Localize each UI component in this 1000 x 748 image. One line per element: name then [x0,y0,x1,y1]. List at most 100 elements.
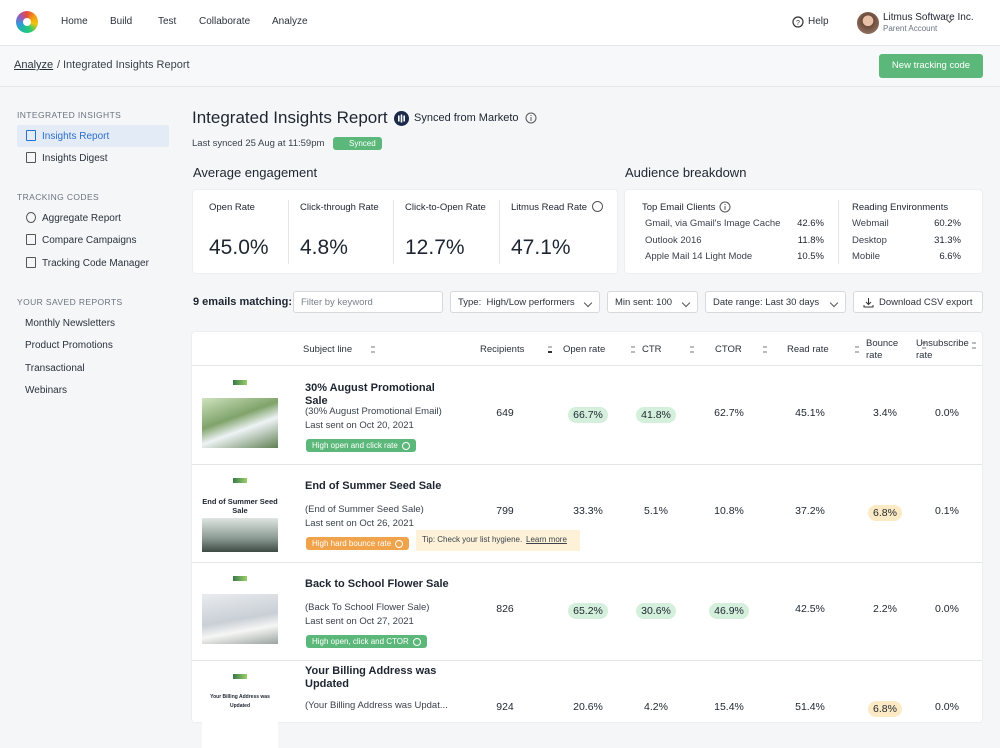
audience-divider [838,200,839,264]
sort-icon [972,342,976,349]
metric-cell: 10.8% [689,505,769,517]
sort-icon [763,346,767,353]
new-tracking-button[interactable]: New tracking code [879,54,983,78]
sidebar-item[interactable]: Webinars [25,384,68,396]
column-header[interactable]: Bounce rate [866,338,899,361]
column-header[interactable]: Read rate [787,344,829,355]
min-sent-label: Min sent: 100 [615,297,673,308]
account-name[interactable]: Litmus Software Inc. [883,12,974,23]
logo-center [23,18,31,26]
sidebar-icon [26,234,36,246]
column-header[interactable]: CTOR [715,344,742,355]
info-icon[interactable] [719,201,731,213]
metric-cell: 65.2% [548,603,628,619]
row-rule [192,562,982,563]
date-range-label: Date range: Last 30 days [713,297,820,308]
column-header[interactable]: CTR [642,344,662,355]
audience-value: 31.3% [934,234,961,246]
info-icon[interactable] [525,112,537,124]
column-header[interactable]: Recipients [480,344,525,355]
cell-value: 2.2% [873,603,897,615]
page-title: Integrated Insights Report [192,108,388,127]
sidebar-item[interactable]: Monthly Newsletters [25,318,116,329]
audience-value: 11.8% [797,234,824,246]
engagement-title: Average engagement [193,165,318,180]
metric-cell: 46.9% [689,603,769,619]
metric-cell: 826 [465,603,545,615]
info-icon[interactable] [592,201,603,212]
badge-icon [395,540,403,548]
preheader: (End of Summer Seed Sale) [305,504,424,515]
email-title[interactable]: Back to School Flower Sale [305,578,449,590]
cell-value: 15.4% [714,701,744,713]
breadcrumb-bar: Analyze / Integrated Insights Report New… [0,46,1000,87]
column-header[interactable]: Subject line [303,344,353,355]
nav-item[interactable]: Build [110,16,133,27]
metric-cell: 0.0% [907,603,987,615]
metric-cell: 42.5% [770,603,850,615]
date-range-filter[interactable]: Date range: Last 30 days [705,291,846,313]
row-rule [192,464,982,465]
cell-value: 0.1% [935,505,959,517]
sidebar-item[interactable]: Tracking Code Manager [42,257,149,269]
email-title[interactable]: Your Billing Address was Updated [305,665,437,690]
audience-label: Webmail [852,218,889,229]
nav-item[interactable]: Analyze [272,16,308,27]
metric-label: Click-through Rate [300,202,379,213]
min-sent-filter[interactable]: Min sent: 100 [607,291,698,313]
sidebar-icon [26,152,36,164]
download-button[interactable]: Download CSV export [853,291,983,313]
sidebar-item[interactable]: Compare Campaigns [42,235,137,247]
audience-card [625,190,982,273]
metric-cell: 30.6% [616,603,696,619]
help-link[interactable]: Help [808,16,829,27]
nav-item[interactable]: Collaborate [199,16,251,27]
tip-link[interactable]: Learn more [526,535,567,544]
sidebar-item[interactable]: Product Promotions [25,340,113,352]
preheader: (Your Billing Address was Updat... [305,700,448,711]
cell-value: 37.2% [795,505,825,517]
environments-heading: Reading Environments [852,202,949,213]
column-header[interactable]: Open rate [563,344,606,355]
cell-value: 41.8% [636,407,676,423]
metric-divider [288,200,289,264]
nav-item[interactable]: Home [61,16,88,27]
email-title[interactable]: End of Summer Seed Sale [305,480,442,492]
audience-value: 60.2% [934,218,961,229]
email-title[interactable]: 30% August Promotional Sale [305,382,435,407]
last-sent: Last sent on Oct 20, 2021 [305,420,414,431]
metric-cell: 0.0% [907,407,987,419]
keyword-filter[interactable]: Filter by keyword [293,291,443,313]
sidebar-item[interactable]: Insights Report [42,131,110,142]
page: Integrated Insights Report { "nav": {"it… [0,11,1000,717]
audience-value: 6.6% [939,251,961,263]
sidebar-item[interactable]: Insights Digest [42,153,108,165]
breadcrumb-parent[interactable]: Analyze [14,59,54,71]
type-filter[interactable]: Type: High/Low performers [450,291,600,313]
thumb-photo [202,594,278,644]
preheader: (Back To School Flower Sale) [305,602,430,613]
cell-value: 42.5% [795,603,825,615]
cell-value: 6.8% [868,701,902,717]
nav-item[interactable]: Test [158,16,177,27]
metric-cell: 649 [465,407,545,419]
metric-cell: 33.3% [548,505,628,517]
thumb-logo [233,576,247,581]
metric-cell: 15.4% [689,701,769,713]
last-sent: Last sent on Oct 27, 2021 [305,616,414,627]
sidebar-item[interactable]: Aggregate Report [42,213,121,224]
cell-value: 0.0% [935,701,959,713]
thumb-text: End of Summer Seed Sale [202,497,278,515]
last-synced: Last synced 25 Aug at 11:59pm [192,138,325,149]
breadcrumb-current: Integrated Insights Report [63,59,190,71]
metric-label: Litmus Read Rate [511,202,588,213]
cell-value: 62.7% [714,407,744,419]
help-icon[interactable]: ? [792,16,804,28]
sidebar-item[interactable]: Transactional [25,362,85,374]
sort-icon [371,346,375,353]
avatar[interactable] [857,12,879,34]
column-header[interactable]: Unsubscribe rate [916,338,969,361]
app: ? Help Litmus Software Inc. Parent Accou… [0,11,1000,717]
badge: High hard bounce rate [306,537,410,550]
metric-cell: 66.7% [548,407,628,423]
